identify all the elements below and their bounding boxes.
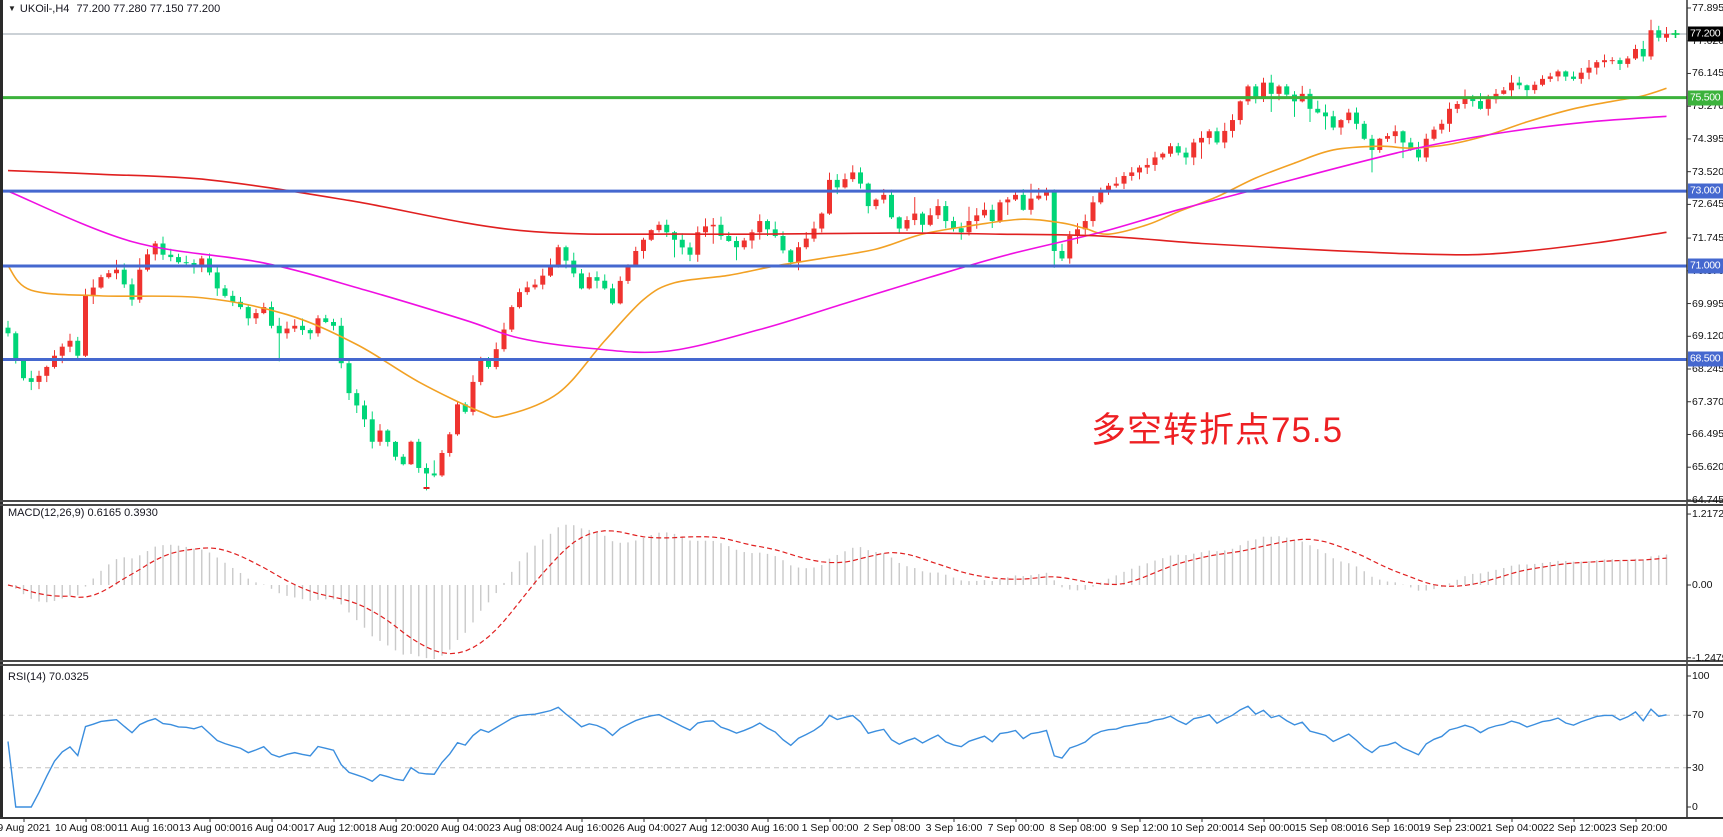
symbol-timeframe-label: UKOil-,H4 <box>19 3 70 15</box>
time-axis-label: 14 Sep 00:00 <box>1232 822 1296 834</box>
time-axis-label: 27 Aug 12:00 <box>675 822 737 834</box>
macd-axis-label: 1.2172 <box>1692 508 1723 521</box>
time-axis-label: 20 Aug 04:00 <box>427 822 489 834</box>
time-axis-label: 10 Sep 20:00 <box>1170 822 1234 834</box>
price-axis-label: 76.145 <box>1692 67 1723 80</box>
time-axis-label: 23 Sep 20:00 <box>1604 822 1668 834</box>
time-axis-label: 11 Aug 16:00 <box>117 822 179 834</box>
quote-ohlc-label: 77.200 77.280 77.150 77.200 <box>76 3 221 15</box>
price-axis-label: 74.395 <box>1692 132 1723 145</box>
price-axis-label: 72.645 <box>1692 198 1723 211</box>
time-axis-label: 21 Sep 04:00 <box>1480 822 1544 834</box>
macd-histogram <box>15 524 1668 659</box>
rsi-axis-label: 30 <box>1692 761 1704 774</box>
time-axis-label: 9 Sep 12:00 <box>1111 822 1169 834</box>
rsi-axis-label: 70 <box>1692 709 1704 722</box>
axis-ticks <box>23 7 1691 822</box>
time-axis-label: 22 Sep 12:00 <box>1542 822 1606 834</box>
macd-name: MACD(12,26,9) <box>8 507 85 519</box>
time-axis-label: 19 Sep 23:00 <box>1418 822 1482 834</box>
rsi-value: 70.0325 <box>48 671 89 683</box>
horizontal-levels <box>0 96 1687 361</box>
level-price-box: 71.000 <box>1688 258 1723 274</box>
time-axis-label: 16 Aug 04:00 <box>241 822 303 834</box>
macd-signal-line <box>7 530 1667 655</box>
rsi-indicator-label: RSI(14) 70.0325 <box>8 671 89 683</box>
rsi-level-lines <box>0 714 1687 769</box>
rsi-name: RSI(14) <box>8 671 46 683</box>
last-quote-marker <box>1671 29 1680 38</box>
time-axis-label: 23 Aug 08:00 <box>489 822 551 834</box>
candles <box>5 19 1669 491</box>
macd-axis-label: 0.00 <box>1692 579 1713 591</box>
price-axis-label: 64.745 <box>1692 493 1723 506</box>
macd-values: 0.6165 0.3930 <box>87 507 158 519</box>
macd-indicator-label: MACD(12,26,9) 0.6165 0.3930 <box>8 507 158 519</box>
time-axis-label: 2 Sep 08:00 <box>863 822 921 834</box>
level-price-box: 75.500 <box>1688 90 1723 106</box>
time-axis-label: 13 Aug 00:00 <box>179 822 241 834</box>
panel-borders <box>0 0 1723 819</box>
price-axis-label: 69.995 <box>1692 297 1723 310</box>
time-axis-label: 8 Sep 08:00 <box>1049 822 1107 834</box>
level-price-box: 73.000 <box>1688 183 1723 199</box>
ma-fast-orange <box>7 87 1667 419</box>
time-axis-label: 16 Sep 16:00 <box>1356 822 1420 834</box>
price-axis-label: 71.745 <box>1692 232 1723 245</box>
time-axis-label: 10 Aug 08:00 <box>55 822 117 834</box>
rsi-axis-label: 100 <box>1692 670 1710 682</box>
ma-mid-magenta <box>7 115 1667 354</box>
macd-axis-label: -1.2479 <box>1692 651 1723 664</box>
time-axis-label: 30 Aug 16:00 <box>737 822 799 834</box>
symbol-collapse-icon[interactable]: ▼ <box>8 4 16 13</box>
time-axis-label: 3 Sep 16:00 <box>925 822 983 834</box>
price-axis-label: 69.120 <box>1692 330 1723 343</box>
time-axis-label: 24 Aug 16:00 <box>551 822 613 834</box>
rsi-line <box>7 705 1667 808</box>
rsi-axis-label: 0 <box>1692 801 1698 813</box>
current-price-box: 77.200 <box>1688 26 1723 42</box>
time-axis-label: 15 Sep 08:00 <box>1294 822 1358 834</box>
time-axis-label: 26 Aug 04:00 <box>613 822 675 834</box>
time-axis-label: 18 Aug 20:00 <box>365 822 427 834</box>
price-axis-label: 67.370 <box>1692 395 1723 408</box>
price-axis-label: 65.620 <box>1692 461 1723 474</box>
time-axis-label: 1 Sep 00:00 <box>801 822 859 834</box>
price-axis-label: 73.520 <box>1692 165 1723 178</box>
price-axis-label: 66.495 <box>1692 428 1723 441</box>
annotation-text: 多空转折点75.5 <box>1091 411 1344 450</box>
level-price-box: 68.500 <box>1688 351 1723 367</box>
time-axis-label: 7 Sep 00:00 <box>987 822 1045 834</box>
chart-title: ▼ UKOil-,H4 77.200 77.280 77.150 77.200 <box>8 3 220 15</box>
time-axis-label: 9 Aug 2021 <box>0 822 51 834</box>
time-axis-label: 17 Aug 12:00 <box>303 822 365 834</box>
price-axis-label: 77.895 <box>1692 2 1723 14</box>
